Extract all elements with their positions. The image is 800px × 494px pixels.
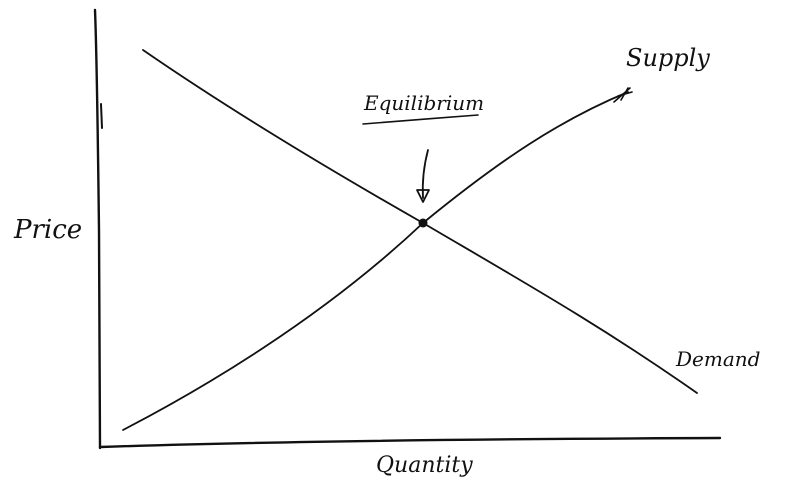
y-axis-label: Price xyxy=(13,215,82,245)
x-axis xyxy=(98,436,722,449)
equilibrium-arrowhead xyxy=(416,189,430,203)
supply-label: Supply xyxy=(626,44,710,72)
y-axis xyxy=(93,8,102,450)
demand-label: Demand xyxy=(675,347,760,371)
y-axis-tick xyxy=(100,103,103,129)
x-axis-label: Quantity xyxy=(376,453,473,478)
equilibrium-point xyxy=(418,218,428,228)
supply-curve-end-mark xyxy=(613,87,633,103)
equilibrium-label: Equilibrium xyxy=(363,91,484,115)
supply-curve xyxy=(122,91,629,431)
equilibrium-arrow xyxy=(421,149,429,199)
equilibrium-underline xyxy=(362,114,479,125)
